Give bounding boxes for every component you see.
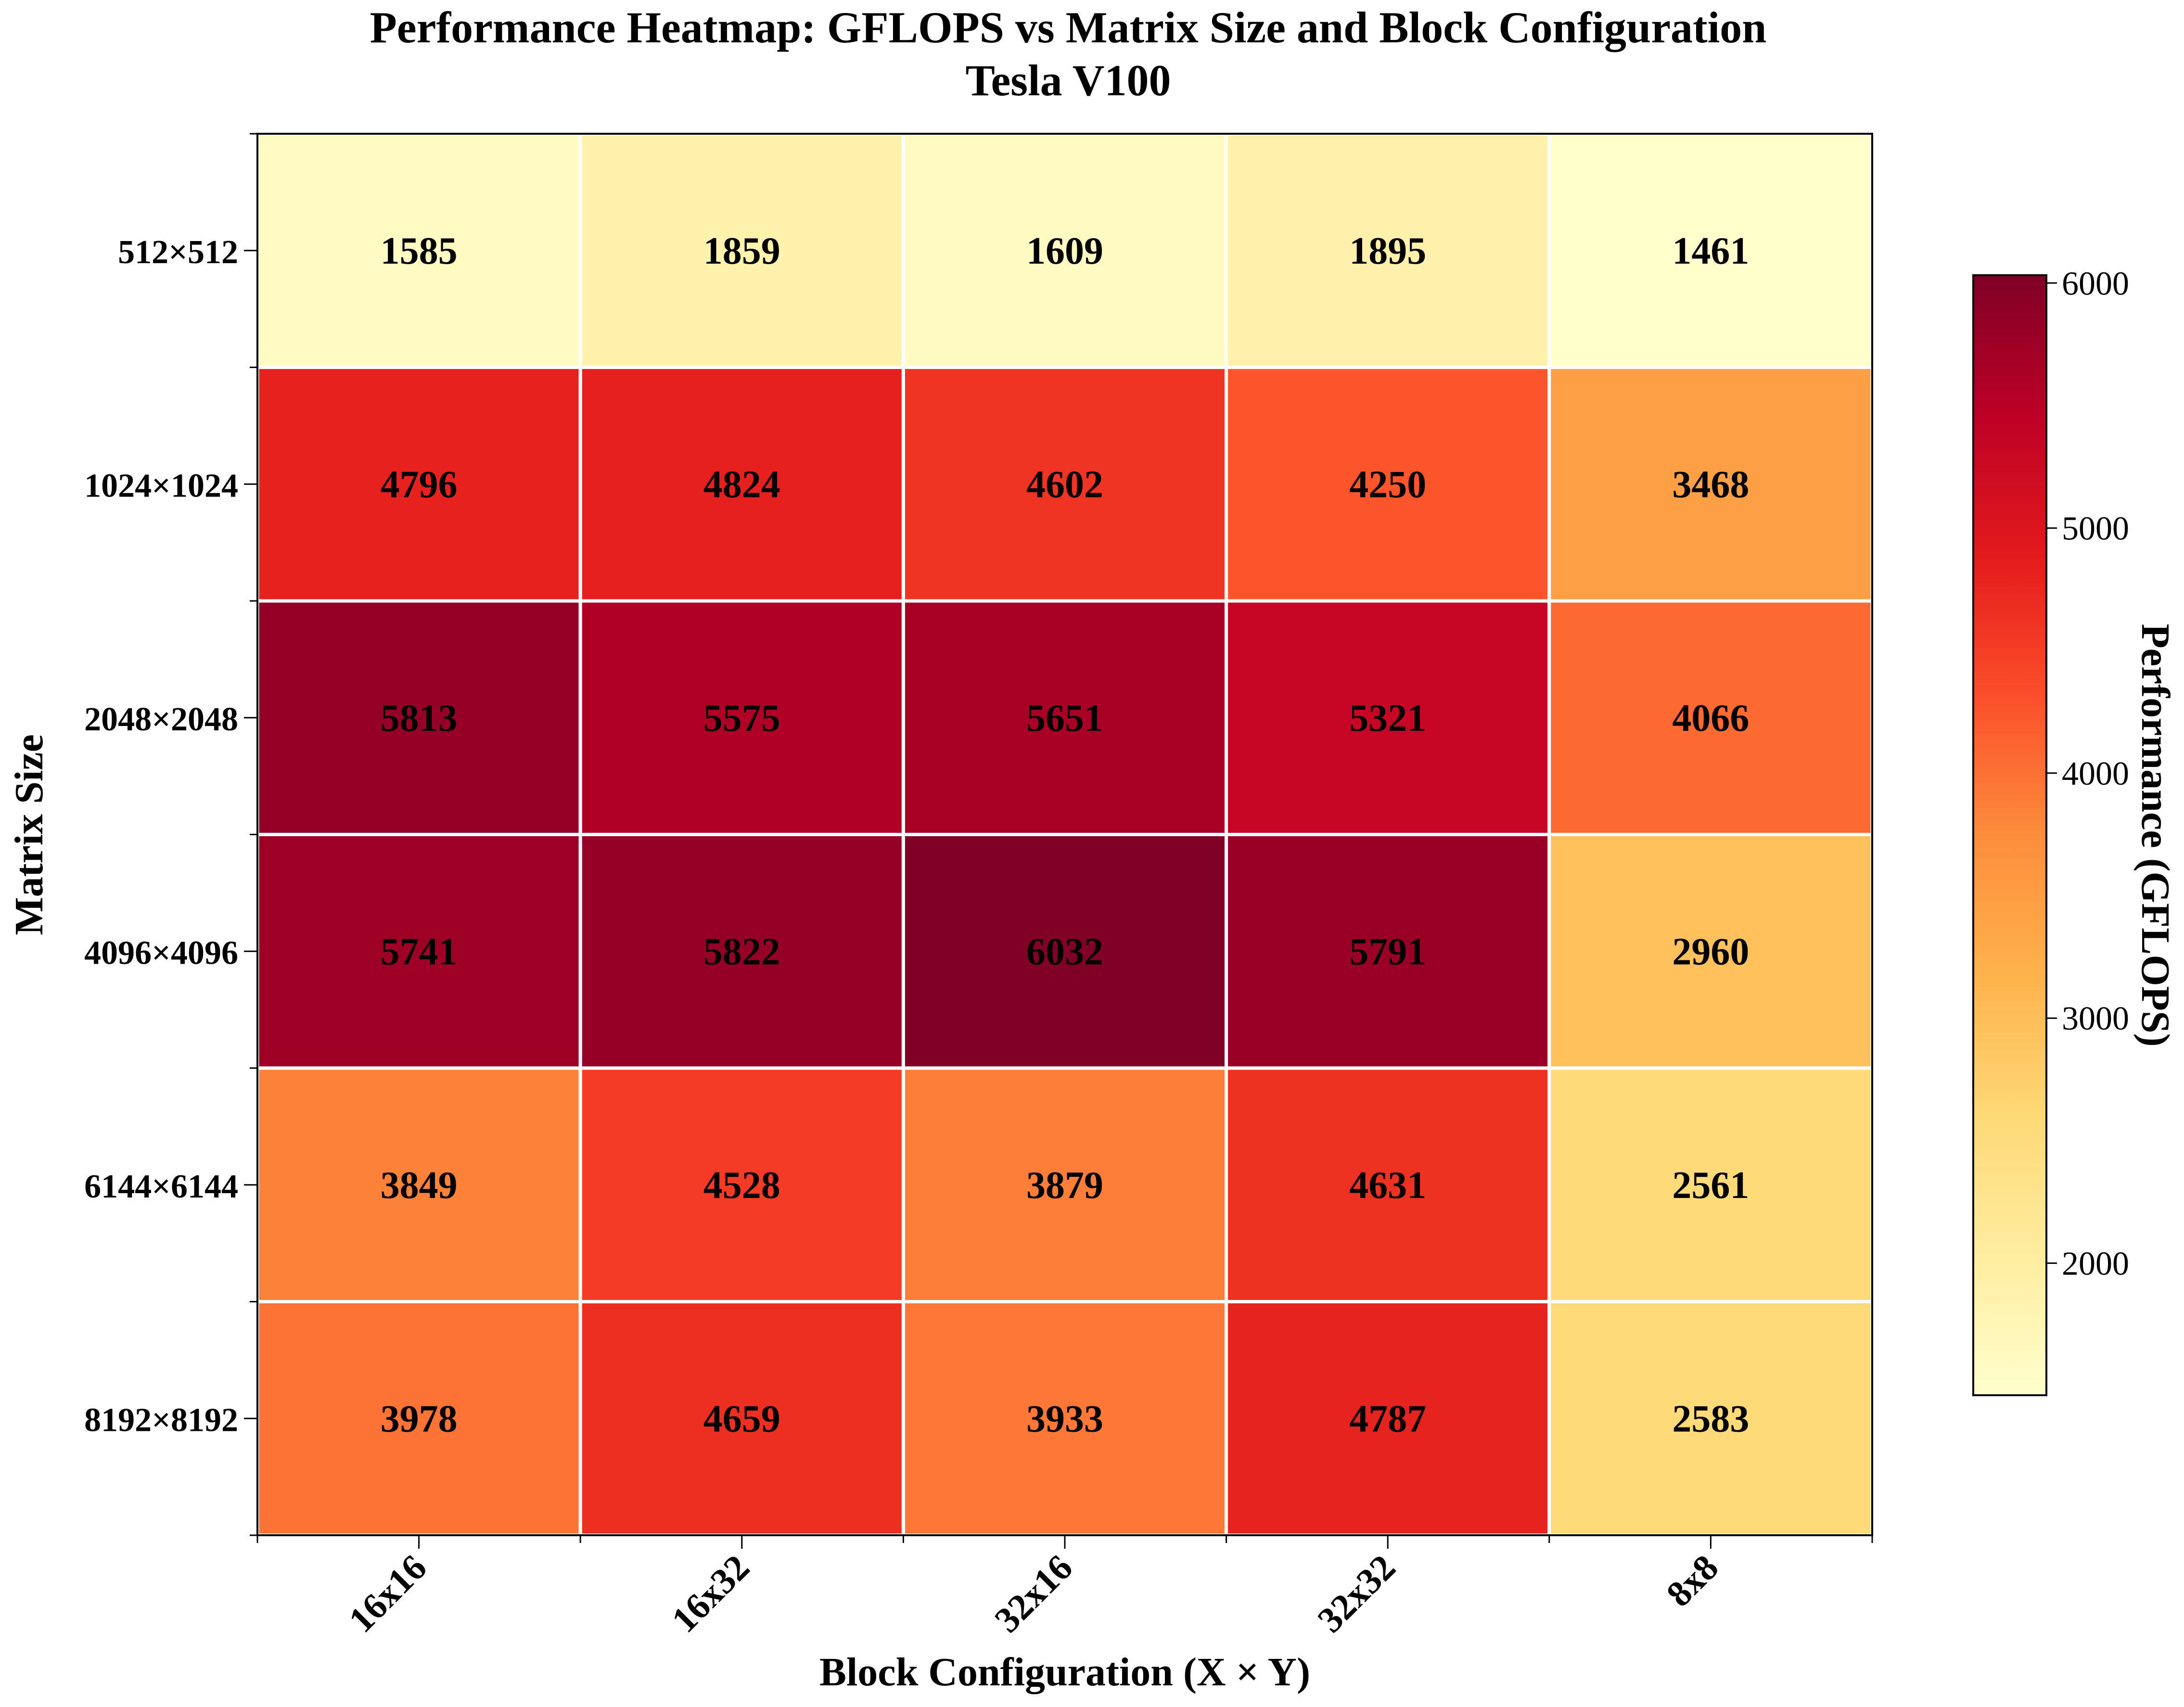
cell-value-label: 5813	[381, 697, 458, 739]
cell-value-label: 4631	[1349, 1164, 1426, 1207]
y-tick-label: 1024×1024	[84, 467, 238, 504]
x-tick-label: 32x32	[1310, 1547, 1403, 1641]
cell-value-label: 1895	[1349, 230, 1426, 272]
x-axis-label: Block Configuration (X × Y)	[819, 1650, 1310, 1694]
y-axis-label: Matrix Size	[7, 734, 51, 935]
chart-subtitle: Tesla V100	[966, 56, 1171, 105]
x-tick-label: 16x16	[341, 1547, 434, 1641]
heatmap-cell	[255, 366, 582, 603]
colorbar	[1972, 274, 2047, 1396]
cell-value-label: 4659	[703, 1398, 780, 1440]
heatmap-cell	[1547, 1066, 1874, 1303]
cell-value-label: 3849	[381, 1164, 458, 1207]
cell-value-label: 1585	[381, 230, 458, 272]
x-tick-label: 8x8	[1659, 1547, 1726, 1615]
x-tick-label: 16x32	[664, 1547, 757, 1641]
heatmap-cell-labels: 1585 1859 1609 1895 1461 4796 4824 4602 4250 3468…	[381, 230, 1750, 1440]
heatmap-cell	[901, 833, 1228, 1070]
cell-value-label: 5321	[1349, 697, 1426, 739]
cell-value-label: 3933	[1026, 1398, 1103, 1440]
cell-value-label: 4528	[703, 1164, 780, 1207]
colorbar-ticks: 2000 3000 4000 5000 6000	[2046, 265, 2129, 1282]
chart-title: Performance Heatmap: GFLOPS vs Matrix Si…	[370, 3, 1767, 52]
cell-value-label: 4824	[703, 463, 780, 506]
heatmap-cell	[1225, 1300, 1551, 1537]
cell-value-label: 4796	[381, 463, 458, 506]
colorbar-tick-label: 5000	[2062, 510, 2129, 548]
cell-value-label: 5651	[1026, 697, 1103, 739]
heatmap-cell	[578, 1066, 905, 1303]
heatmap-cell	[578, 599, 905, 836]
colorbar-tick-label: 3000	[2062, 1000, 2129, 1037]
heatmap-cell	[255, 1066, 582, 1303]
cell-value-label: 1461	[1672, 230, 1749, 272]
cell-value-label: 2960	[1672, 930, 1749, 973]
y-tick-label: 2048×2048	[84, 701, 238, 738]
cell-value-label: 3978	[381, 1398, 458, 1440]
cell-value-label: 1859	[703, 230, 780, 272]
cell-value-label: 5575	[703, 697, 780, 739]
y-tick-label: 4096×4096	[84, 934, 238, 971]
y-tick-label: 6144×6144	[84, 1168, 238, 1205]
heatmap-cell	[901, 1300, 1228, 1537]
x-axis-ticks: 16x16 16x32 32x16 32x32 8x8	[256, 1535, 1873, 1641]
heatmap-cell	[1225, 132, 1551, 369]
cell-value-label: 2583	[1672, 1398, 1749, 1440]
heatmap-cell	[901, 599, 1228, 836]
cell-value-label: 2561	[1672, 1164, 1749, 1207]
cell-value-label: 4066	[1672, 697, 1749, 739]
cell-value-label: 4787	[1349, 1398, 1426, 1440]
cell-value-label: 3879	[1026, 1164, 1103, 1207]
heatmap-cell	[578, 833, 905, 1070]
y-axis-ticks: 512×512 1024×1024 2048×2048 4096×4096 6144×6…	[84, 133, 257, 1536]
cell-value-label: 5822	[703, 930, 780, 973]
heatmap-cell	[578, 132, 905, 369]
heatmap-cell	[1225, 833, 1551, 1070]
y-tick-label: 8192×8192	[84, 1401, 238, 1439]
heatmap-cell	[1225, 599, 1551, 836]
y-tick-label: 512×512	[118, 234, 238, 271]
cell-value-label: 4602	[1026, 463, 1103, 506]
colorbar-tick-label: 4000	[2062, 755, 2129, 792]
cell-value-label: 5791	[1349, 930, 1426, 973]
heatmap-cells	[255, 132, 1874, 1537]
cell-value-label: 5741	[381, 930, 458, 973]
heatmap-cell	[901, 1066, 1228, 1303]
heatmap-cell	[901, 366, 1228, 603]
heatmap-cell	[1547, 132, 1874, 369]
cell-value-label: 6032	[1026, 930, 1103, 973]
colorbar-tick-label: 2000	[2062, 1245, 2129, 1282]
x-tick-label: 32x16	[987, 1547, 1080, 1641]
cell-value-label: 3468	[1672, 463, 1749, 506]
heatmap-cell	[578, 1300, 905, 1537]
heatmap-cell	[1547, 833, 1874, 1070]
cell-value-label: 4250	[1349, 463, 1426, 506]
colorbar-label: Performance (GFLOPS)	[2133, 624, 2178, 1046]
heatmap-cell	[1547, 366, 1874, 603]
heatmap-cell	[255, 132, 582, 369]
cell-value-label: 1609	[1026, 230, 1103, 272]
colorbar-tick-label: 6000	[2062, 265, 2129, 302]
